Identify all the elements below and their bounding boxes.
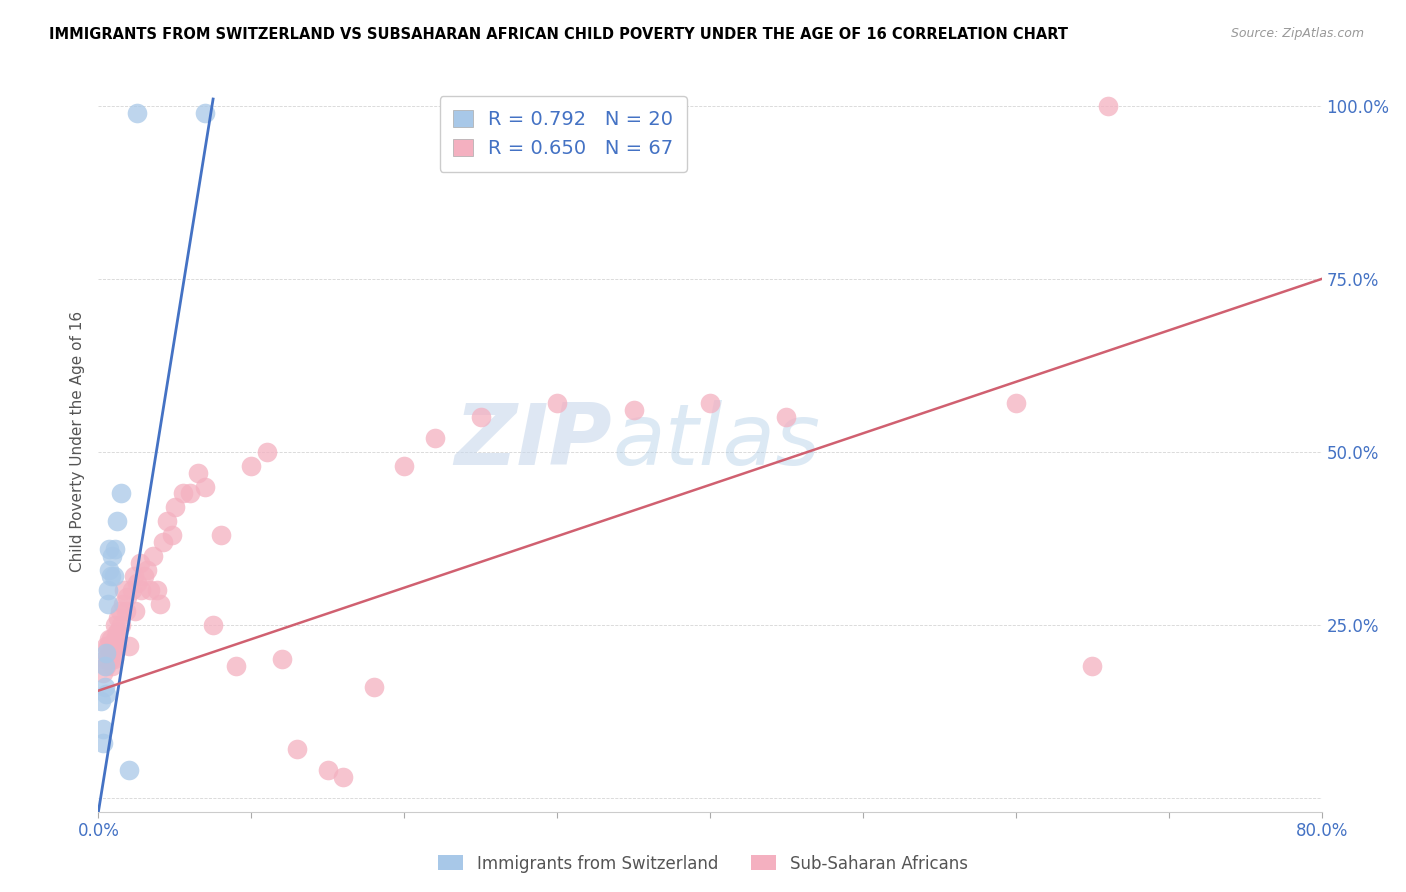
Point xyxy=(93,680,115,694)
Point xyxy=(699,396,721,410)
Point xyxy=(91,735,114,749)
Point xyxy=(1081,659,1104,673)
Point xyxy=(104,632,127,646)
Point xyxy=(97,639,120,653)
Point xyxy=(623,403,645,417)
Point xyxy=(110,618,132,632)
Point xyxy=(100,652,122,666)
Point xyxy=(121,583,143,598)
Point xyxy=(97,652,120,666)
Point xyxy=(115,604,138,618)
Point xyxy=(163,500,186,515)
Text: ZIP: ZIP xyxy=(454,400,612,483)
Point xyxy=(94,687,117,701)
Point xyxy=(1004,396,1026,410)
Point xyxy=(98,646,121,660)
Point xyxy=(103,652,125,666)
Point xyxy=(101,549,124,563)
Point xyxy=(93,652,115,666)
Point xyxy=(1097,99,1119,113)
Point xyxy=(256,445,278,459)
Point xyxy=(240,458,263,473)
Point xyxy=(363,680,385,694)
Point xyxy=(91,722,114,736)
Point xyxy=(105,514,128,528)
Point xyxy=(117,591,139,605)
Point xyxy=(118,639,141,653)
Point xyxy=(101,646,124,660)
Point xyxy=(110,486,132,500)
Point xyxy=(149,597,172,611)
Y-axis label: Child Poverty Under the Age of 16: Child Poverty Under the Age of 16 xyxy=(69,311,84,572)
Point xyxy=(98,541,121,556)
Point xyxy=(105,639,128,653)
Point xyxy=(194,106,217,120)
Point xyxy=(105,624,128,639)
Point xyxy=(122,569,145,583)
Point xyxy=(112,583,135,598)
Point xyxy=(136,563,159,577)
Point xyxy=(94,639,117,653)
Point xyxy=(470,410,492,425)
Point xyxy=(107,624,129,639)
Point xyxy=(225,659,247,673)
Point xyxy=(104,618,127,632)
Point xyxy=(111,597,134,611)
Point xyxy=(209,528,232,542)
Point xyxy=(392,458,416,473)
Point xyxy=(125,576,148,591)
Point xyxy=(202,618,225,632)
Text: atlas: atlas xyxy=(612,400,820,483)
Point xyxy=(139,583,162,598)
Text: Source: ZipAtlas.com: Source: ZipAtlas.com xyxy=(1230,27,1364,40)
Point xyxy=(97,597,120,611)
Point xyxy=(97,583,120,598)
Point xyxy=(100,632,122,646)
Point xyxy=(285,742,308,756)
Point xyxy=(90,694,112,708)
Point xyxy=(94,646,117,660)
Point xyxy=(546,396,568,410)
Point xyxy=(160,528,183,542)
Point xyxy=(125,106,148,120)
Point xyxy=(103,569,125,583)
Point xyxy=(91,666,114,681)
Point xyxy=(270,652,292,666)
Point xyxy=(179,486,201,500)
Point xyxy=(129,583,152,598)
Point xyxy=(94,659,117,673)
Point xyxy=(124,604,146,618)
Point xyxy=(128,556,150,570)
Point xyxy=(108,604,131,618)
Point xyxy=(98,632,121,646)
Legend: R = 0.792   N = 20, R = 0.650   N = 67: R = 0.792 N = 20, R = 0.650 N = 67 xyxy=(440,95,688,171)
Point xyxy=(103,639,125,653)
Point xyxy=(101,659,124,673)
Text: IMMIGRANTS FROM SWITZERLAND VS SUBSAHARAN AFRICAN CHILD POVERTY UNDER THE AGE OF: IMMIGRANTS FROM SWITZERLAND VS SUBSAHARA… xyxy=(49,27,1069,42)
Point xyxy=(98,563,121,577)
Point xyxy=(332,770,354,784)
Point xyxy=(142,549,165,563)
Point xyxy=(107,611,129,625)
Point xyxy=(100,569,122,583)
Point xyxy=(93,659,115,673)
Point xyxy=(118,763,141,777)
Point xyxy=(187,466,209,480)
Point xyxy=(172,486,194,500)
Point xyxy=(775,410,797,425)
Point xyxy=(156,514,179,528)
Point xyxy=(152,534,174,549)
Point xyxy=(423,431,446,445)
Point xyxy=(194,479,217,493)
Point xyxy=(145,583,167,598)
Point xyxy=(316,763,339,777)
Point xyxy=(134,569,156,583)
Legend: Immigrants from Switzerland, Sub-Saharan Africans: Immigrants from Switzerland, Sub-Saharan… xyxy=(432,848,974,880)
Point xyxy=(104,541,127,556)
